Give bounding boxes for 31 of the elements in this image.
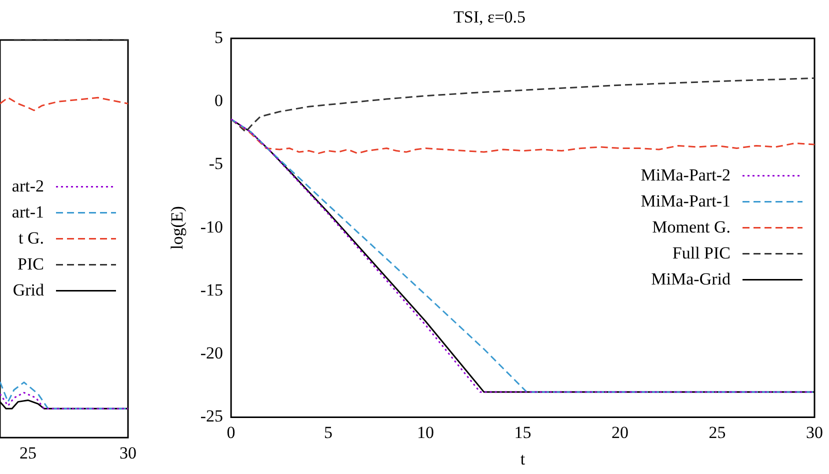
- legend-label: Moment G.: [652, 217, 730, 236]
- legend-label: Grid: [12, 280, 44, 300]
- y-tick-label: -5: [208, 154, 224, 174]
- x-axis-title: t: [520, 449, 526, 468]
- y-axis-title: log(E): [168, 206, 187, 250]
- legend-label: MiMa-Part-2: [640, 165, 730, 184]
- x-tick-label: 30: [120, 443, 136, 462]
- legend-label: MiMa-Part-1: [640, 191, 730, 210]
- y-tick-label: 5: [214, 28, 224, 47]
- legend-label: MiMa-Grid: [651, 269, 731, 288]
- line-series: [231, 77, 814, 133]
- x-tick-label: 15: [514, 422, 532, 442]
- x-tick-label: 30: [806, 422, 823, 442]
- x-tick-label: 20: [612, 422, 629, 442]
- x-tick-label: 25: [708, 422, 726, 442]
- legend-label: Full PIC: [672, 243, 730, 262]
- x-tick-label: 25: [20, 443, 36, 462]
- y-tick-label: -20: [200, 344, 224, 363]
- x-tick-label: 10: [417, 422, 434, 442]
- x-tick-label: 0: [226, 422, 236, 442]
- y-tick-label: 0: [214, 91, 224, 110]
- y-tick-label: -15: [200, 280, 224, 300]
- chart-title: TSI, ε=0.5: [454, 8, 526, 27]
- legend-label: t G.: [18, 228, 44, 248]
- x-tick-label: 5: [324, 422, 333, 442]
- legend-label: art-1: [12, 202, 44, 222]
- legend-label: PIC: [18, 254, 44, 274]
- y-tick-label: -10: [200, 217, 224, 236]
- y-tick-label: -25: [200, 406, 224, 426]
- line-series: [231, 118, 814, 154]
- legend-label: art-2: [12, 176, 44, 196]
